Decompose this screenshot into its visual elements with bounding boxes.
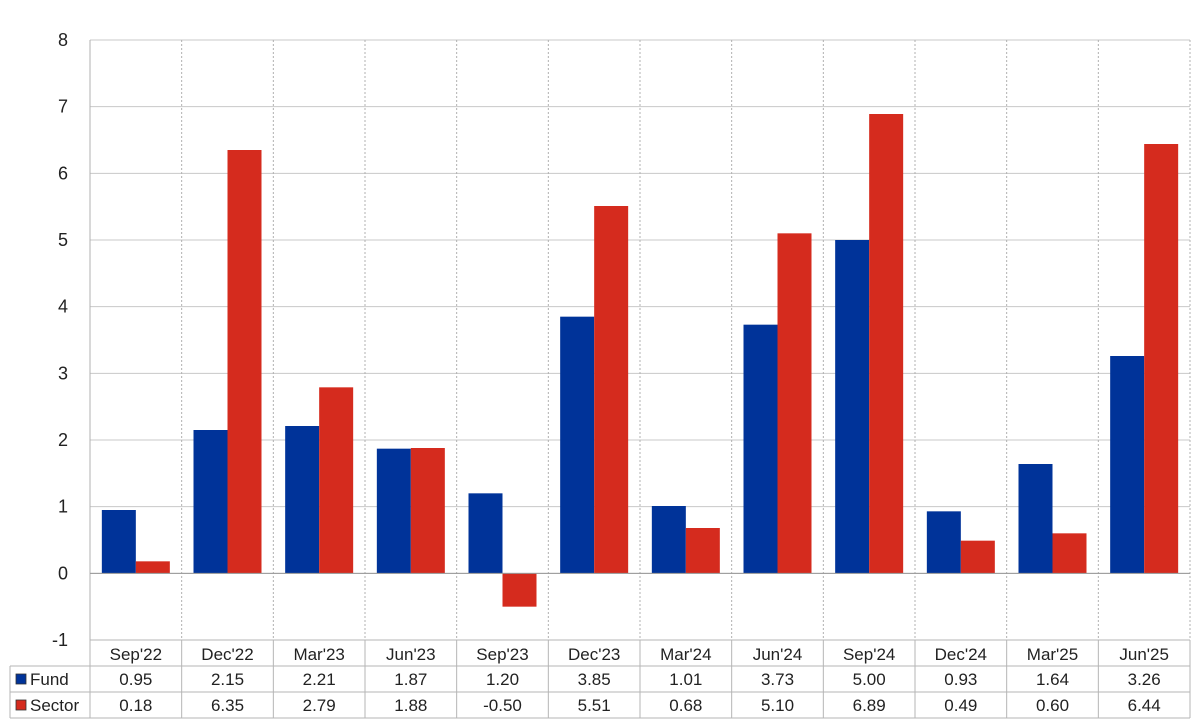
bar-sector-9 <box>960 540 995 574</box>
bar-fund-5 <box>560 316 595 574</box>
data-label-fund: 2.21 <box>303 670 336 689</box>
bar-sector-11 <box>1144 144 1179 574</box>
data-label-fund: 1.20 <box>486 670 519 689</box>
x-category-label: Dec'24 <box>935 645 987 664</box>
data-label-sector: 6.89 <box>853 696 886 715</box>
y-tick-label: 3 <box>58 363 68 383</box>
y-tick-label: 7 <box>58 97 68 117</box>
y-tick-label: 5 <box>58 230 68 250</box>
bar-sector-1 <box>227 150 262 574</box>
y-tick-label: 0 <box>58 563 68 583</box>
legend-swatch-fund <box>15 673 27 685</box>
data-label-fund: 1.87 <box>394 670 427 689</box>
data-label-sector: 0.60 <box>1036 696 1069 715</box>
data-label-sector: 5.10 <box>761 696 794 715</box>
bar-fund-3 <box>376 448 411 574</box>
x-category-label: Jun'23 <box>386 645 436 664</box>
bar-sector-7 <box>777 233 812 574</box>
x-category-label: Mar'25 <box>1027 645 1078 664</box>
data-label-sector: -0.50 <box>483 696 522 715</box>
bar-sector-10 <box>1052 533 1087 574</box>
bar-fund-1 <box>193 430 228 574</box>
data-label-sector: 5.51 <box>578 696 611 715</box>
data-label-fund: 0.93 <box>944 670 977 689</box>
legend-swatch-sector <box>15 699 27 711</box>
data-label-sector: 2.79 <box>303 696 336 715</box>
data-label-fund: 3.73 <box>761 670 794 689</box>
x-category-label: Sep'24 <box>843 645 895 664</box>
x-category-label: Mar'23 <box>293 645 344 664</box>
x-category-label: Jun'24 <box>753 645 803 664</box>
data-label-fund: 0.95 <box>119 670 152 689</box>
legend-label-sector: Sector <box>30 696 79 715</box>
bar-fund-11 <box>1110 356 1145 574</box>
y-tick-label: 1 <box>58 497 68 517</box>
bar-fund-4 <box>468 493 503 574</box>
x-category-label: Jun'25 <box>1119 645 1169 664</box>
bar-fund-7 <box>743 324 778 574</box>
legend-label-fund: Fund <box>30 670 69 689</box>
bar-fund-10 <box>1018 464 1053 574</box>
y-tick-label: 8 <box>58 30 68 50</box>
data-label-sector: 0.18 <box>119 696 152 715</box>
data-label-fund: 1.01 <box>669 670 702 689</box>
y-tick-label: 4 <box>58 297 68 317</box>
bar-sector-6 <box>685 528 720 574</box>
data-table: Sep'22 Dec'22 Mar'23 Jun'23 Sep'23 Dec'23 Mar'… <box>9 639 1191 719</box>
x-category-label: Dec'22 <box>201 645 253 664</box>
bar-fund-8 <box>835 240 870 574</box>
data-label-fund: 2.15 <box>211 670 244 689</box>
data-label-sector: 6.35 <box>211 696 244 715</box>
data-label-fund: 3.26 <box>1128 670 1161 689</box>
x-category-label: Dec'23 <box>568 645 620 664</box>
data-label-fund: 3.85 <box>578 670 611 689</box>
data-label-fund: 5.00 <box>853 670 886 689</box>
data-label-sector: 6.44 <box>1128 696 1161 715</box>
y-tick-label: 2 <box>58 430 68 450</box>
bars <box>101 114 1179 607</box>
bar-sector-0 <box>135 561 170 574</box>
axes: -1 0 1 2 3 4 5 6 7 8 <box>52 30 1190 650</box>
data-label-sector: 0.68 <box>669 696 702 715</box>
bar-sector-3 <box>410 448 445 574</box>
bar-fund-9 <box>926 511 961 574</box>
bar-sector-4 <box>502 573 537 607</box>
data-label-sector: 0.49 <box>944 696 977 715</box>
y-tick-label: 6 <box>58 163 68 183</box>
bar-sector-2 <box>319 387 354 574</box>
bar-fund-6 <box>651 506 686 574</box>
data-label-fund: 1.64 <box>1036 670 1069 689</box>
x-category-label: Sep'22 <box>110 645 162 664</box>
bar-fund-0 <box>101 510 136 574</box>
bar-sector-5 <box>594 206 629 574</box>
bar-fund-2 <box>285 426 320 574</box>
y-tick-label: -1 <box>52 630 68 650</box>
data-label-sector: 1.88 <box>394 696 427 715</box>
x-category-label: Sep'23 <box>476 645 528 664</box>
x-category-label: Mar'24 <box>660 645 711 664</box>
bar-sector-8 <box>869 114 904 574</box>
